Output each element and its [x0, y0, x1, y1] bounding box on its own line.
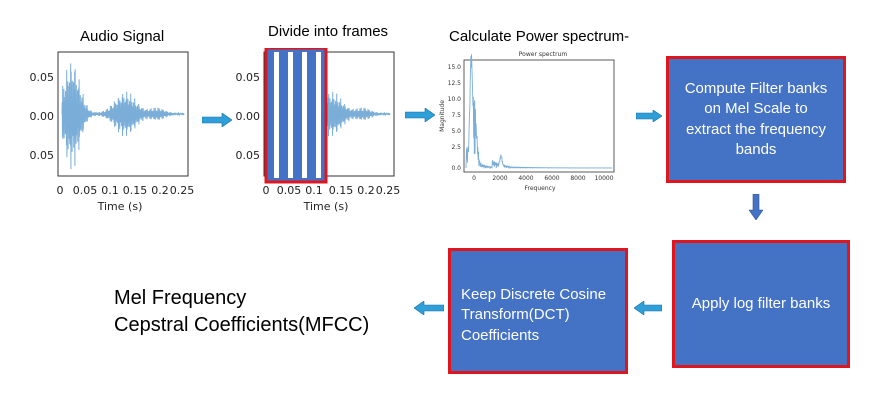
- mfcc-result-text: Mel Frequency Cepstral Coefficients(MFCC…: [114, 285, 369, 339]
- xtick-label: 10000: [594, 175, 613, 182]
- dct-box: Keep Discrete Cosine Transform(DCT) Coef…: [448, 248, 628, 374]
- ytick-label: 0.0: [451, 165, 461, 172]
- ytick-label: 15.0: [448, 64, 462, 71]
- box-text-line: Compute Filter banks: [684, 80, 828, 97]
- ytick-label: 10.0: [448, 96, 462, 103]
- xtick-label: 0.25: [170, 184, 195, 197]
- box-text-line: Coefficients: [461, 326, 540, 344]
- plot-title: Power spectrum: [519, 51, 568, 58]
- xtick-label: 8000: [570, 175, 585, 182]
- right-arrow-icon: [405, 108, 435, 122]
- ytick-label: 5.0: [451, 128, 461, 135]
- log-filter-banks-box: Apply log filter banks: [672, 240, 850, 368]
- divide-frames-caption: Divide into frames: [268, 23, 389, 40]
- xtick-label: 0.05: [73, 184, 98, 197]
- xtick-label: 0.2: [357, 184, 375, 197]
- right-arrow-icon: [636, 110, 662, 122]
- xtick-label: 0.1: [305, 184, 323, 197]
- ytick-label: 0.05: [30, 149, 55, 162]
- left-arrow-icon: [634, 301, 662, 315]
- audio-waveform-plot: 0.05 0.00 0.05 0 0.05 0.1 0.15 0.2 0.25 …: [30, 51, 195, 213]
- ytick-label: 12.5: [448, 80, 462, 87]
- xtick-label: 0.25: [376, 184, 401, 197]
- frame-separator: [288, 52, 293, 178]
- xtick-label: 0.15: [123, 184, 148, 197]
- power-spectrum-plot: Power spectrum 15.0 12.5 10.0 7.5 5.0 2.…: [439, 51, 615, 192]
- x-axis-label: Frequency: [525, 185, 556, 192]
- xtick-label: 0.2: [151, 184, 169, 197]
- ytick-label: 0.05: [30, 71, 55, 84]
- xtick-label: 0.1: [101, 184, 119, 197]
- xtick-label: 4000: [518, 175, 533, 182]
- filter-banks-text: Compute Filter banks on Mel Scale to ext…: [685, 79, 828, 160]
- frame-separator: [316, 52, 321, 178]
- frame-separator: [274, 52, 279, 178]
- frame-separator: [302, 52, 307, 178]
- box-text-line: Transform(DCT): [461, 306, 570, 324]
- spectrum-trace: [465, 54, 613, 170]
- xtick-label: 0: [57, 184, 64, 197]
- ytick-label: 0.00: [236, 110, 261, 123]
- ytick-label: 0.05: [236, 149, 261, 162]
- result-line: Mel Frequency: [114, 287, 247, 309]
- xtick-label: 6000: [544, 175, 559, 182]
- frame-windows: [264, 48, 328, 184]
- xtick-label: 0: [472, 175, 476, 182]
- power-spectrum-caption: Calculate Power spectrum-: [449, 28, 630, 45]
- xtick-label: 2000: [492, 175, 507, 182]
- dct-text: Keep Discrete Cosine Transform(DCT) Coef…: [461, 285, 606, 346]
- audio-signal-caption: Audio Signal: [80, 28, 165, 45]
- x-axis-label: Time (s): [97, 200, 143, 213]
- log-filter-banks-text: Apply log filter banks: [691, 294, 831, 312]
- result-line: Cepstral Coefficients(MFCC): [114, 314, 370, 336]
- xtick-label: 0.15: [329, 184, 354, 197]
- ytick-label: 0.05: [236, 71, 261, 84]
- right-arrow-icon: [202, 113, 232, 127]
- box-text-line: on Mel Scale to: [704, 100, 808, 118]
- audio-waveform-trace: [61, 63, 185, 170]
- xtick-label: 0: [263, 184, 270, 197]
- box-text-line: Keep Discrete Cosine: [461, 286, 607, 303]
- left-arrow-icon: [414, 301, 444, 315]
- ytick-label: 0.00: [30, 110, 55, 123]
- x-axis-label: Time (s): [303, 200, 349, 213]
- ytick-label: 7.5: [451, 112, 461, 119]
- xtick-label: 0.05: [277, 184, 302, 197]
- box-text-line: bands: [735, 140, 777, 158]
- box-text-line: extract the frequency: [685, 120, 827, 138]
- y-axis-label: Magnitude: [439, 100, 446, 132]
- filter-banks-box: Compute Filter banks on Mel Scale to ext…: [666, 56, 846, 183]
- ytick-label: 2.5: [451, 144, 461, 151]
- framed-waveform-plot: 0.05 0.00 0.05 0 0.05 0.1 0.15 0.2 0.25 …: [236, 48, 401, 213]
- down-arrow-icon: [749, 194, 763, 220]
